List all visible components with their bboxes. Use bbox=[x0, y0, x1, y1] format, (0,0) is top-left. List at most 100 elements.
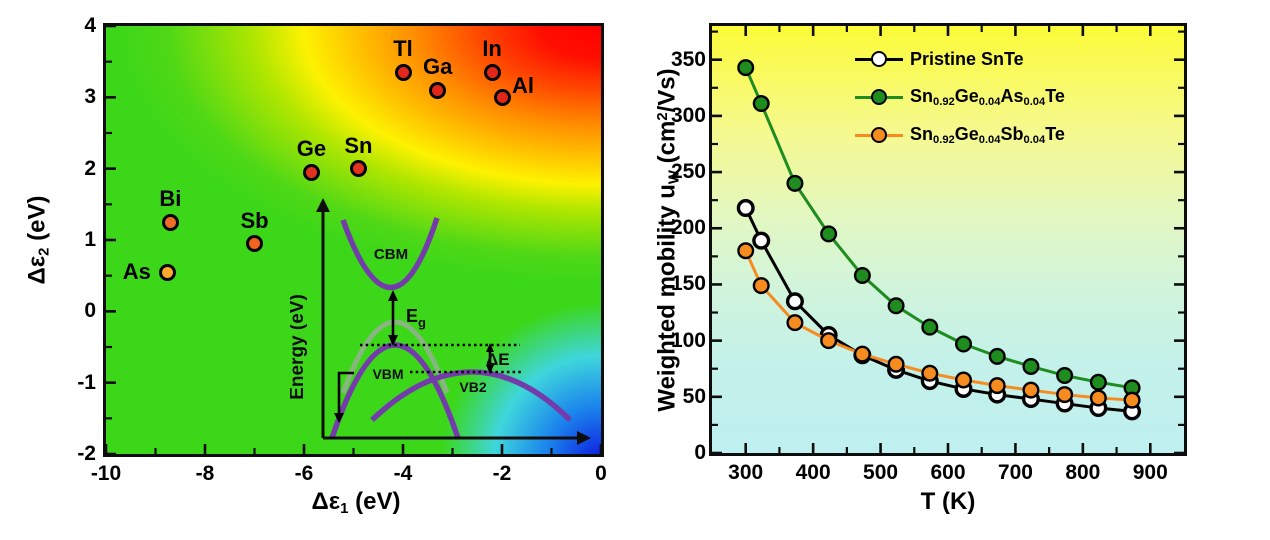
bracket-arrowhead-down-icon bbox=[334, 413, 344, 423]
dopant-point-al bbox=[493, 88, 511, 106]
right-y-tick-label: 150 bbox=[670, 272, 706, 296]
series-marker-1 bbox=[752, 95, 770, 113]
left-y-axis-label: Δε2 (eV) bbox=[23, 195, 53, 285]
legend-entry-1: Sn0.92Ge0.04As0.04Te bbox=[855, 78, 1065, 116]
series-marker-2 bbox=[1022, 381, 1040, 399]
inset-y-axis-arrowhead-icon bbox=[316, 198, 330, 212]
mobility-chart-canvas bbox=[712, 26, 1184, 453]
series-marker-2 bbox=[921, 364, 939, 382]
series-line-0 bbox=[744, 207, 1133, 413]
left-y-tick-label: -2 bbox=[77, 442, 96, 465]
series-marker-2 bbox=[752, 277, 770, 295]
left-x-tick-label: 0 bbox=[595, 462, 607, 485]
vbm-reference-bracket bbox=[337, 371, 354, 416]
dopant-points-layer: As Bi Sb Ge Sn Tl Ga In Al bbox=[106, 26, 601, 454]
series-marker-0 bbox=[752, 231, 771, 250]
series-marker-1 bbox=[988, 347, 1006, 365]
legend-label-2: Sn0.92Ge0.04Sb0.04Te bbox=[910, 123, 1065, 147]
legend-marker-0 bbox=[855, 49, 903, 69]
legend-marker-1 bbox=[855, 87, 903, 107]
right-plot-area: Pristine SnTe Sn0.92Ge0.04As0.04Te Sn0.92G… bbox=[709, 23, 1187, 456]
left-plot-area: Energy (eV) CBM Eg VBM VB2 ΔE As Bi Sb Ge Sn… bbox=[103, 23, 604, 457]
series-marker-1 bbox=[1022, 357, 1040, 375]
dopant-label-ge: Ge bbox=[296, 136, 327, 162]
legend-label-1: Sn0.92Ge0.04As0.04Te bbox=[910, 85, 1065, 109]
series-marker-2 bbox=[887, 355, 905, 373]
legend-dot-icon-2 bbox=[871, 127, 887, 143]
dopant-point-ge bbox=[302, 163, 320, 181]
dopant-label-bi: Bi bbox=[159, 186, 182, 212]
dopant-point-bi bbox=[161, 213, 179, 231]
dopant-point-sn bbox=[349, 160, 367, 178]
right-x-tick-label: 900 bbox=[1132, 461, 1168, 484]
series-marker-1 bbox=[786, 174, 804, 192]
dopant-label-sn: Sn bbox=[344, 132, 373, 158]
left-y-tick-label: 2 bbox=[84, 156, 96, 180]
valence-band-vbm-curve bbox=[329, 342, 461, 439]
right-y-tick-label: 250 bbox=[670, 160, 706, 184]
conduction-band-curve bbox=[340, 217, 440, 291]
delta-e-label: ΔE bbox=[486, 350, 510, 369]
series-marker-2 bbox=[1089, 389, 1107, 407]
right-x-tick-label: 500 bbox=[863, 461, 899, 484]
right-y-tick-label: 0 bbox=[694, 441, 706, 464]
cbm-label: CBM bbox=[374, 246, 408, 263]
series-marker-1 bbox=[1056, 366, 1074, 384]
left-y-tick-label: 0 bbox=[84, 299, 96, 323]
legend-marker-2 bbox=[855, 125, 903, 145]
vb2-label: VB2 bbox=[459, 379, 486, 395]
series-marker-2 bbox=[1056, 386, 1074, 404]
dopant-point-as bbox=[159, 263, 177, 281]
series-marker-1 bbox=[737, 59, 755, 77]
left-y-tick-label: -1 bbox=[77, 370, 96, 394]
dopant-label-sb: Sb bbox=[240, 207, 269, 233]
right-y-tick-label: 200 bbox=[670, 216, 706, 240]
series-marker-1 bbox=[1089, 373, 1107, 391]
series-marker-2 bbox=[820, 332, 838, 350]
series-marker-1 bbox=[887, 297, 905, 315]
left-y-tick-label: 1 bbox=[84, 228, 96, 251]
delta-e-arrowhead-up-icon bbox=[486, 343, 494, 352]
left-x-axis-label: Δε1 (eV) bbox=[311, 488, 401, 518]
series-marker-1 bbox=[921, 318, 939, 336]
right-x-tick-label: 400 bbox=[795, 461, 831, 484]
light-hole-band-curve bbox=[340, 319, 450, 394]
legend-entry-2: Sn0.92Ge0.04Sb0.04Te bbox=[855, 116, 1065, 154]
series-marker-2 bbox=[786, 314, 804, 332]
series-marker-2 bbox=[955, 371, 973, 389]
vbm-label: VBM bbox=[372, 366, 403, 382]
dopant-label-ga: Ga bbox=[422, 54, 453, 80]
dopant-label-tl: Tl bbox=[393, 36, 413, 62]
dopant-point-in bbox=[483, 63, 501, 81]
band-gap-arrowhead-up-icon bbox=[388, 290, 398, 301]
dopant-label-in: In bbox=[482, 36, 502, 62]
right-x-tick-label: 600 bbox=[930, 461, 966, 484]
series-marker-1 bbox=[820, 225, 838, 243]
right-y-tick-label: 50 bbox=[682, 384, 706, 408]
dopant-point-tl bbox=[394, 63, 412, 81]
left-axes-ticks bbox=[106, 26, 601, 454]
series-marker-0 bbox=[736, 199, 755, 218]
dopant-label-as: As bbox=[122, 259, 151, 285]
band-gap-label: Eg bbox=[406, 306, 426, 330]
valence-band-vb2-curve bbox=[370, 369, 572, 422]
right-y-tick-label: 300 bbox=[670, 103, 706, 127]
left-x-tick-label: -10 bbox=[90, 462, 122, 485]
left-x-tick-label: -4 bbox=[393, 462, 413, 485]
series-marker-2 bbox=[853, 345, 871, 363]
delta-e-arrowhead-down-icon bbox=[486, 365, 494, 374]
legend-dot-icon-1 bbox=[871, 89, 887, 105]
left-y-tick-label: 4 bbox=[84, 14, 96, 37]
series-marker-2 bbox=[737, 242, 755, 260]
series-marker-2 bbox=[988, 377, 1006, 395]
series-marker-2 bbox=[1123, 391, 1141, 409]
band-structure-inset: Energy (eV) CBM Eg VBM VB2 ΔE bbox=[290, 198, 591, 445]
left-x-tick-label: -6 bbox=[294, 462, 314, 485]
legend-entry-0: Pristine SnTe bbox=[855, 40, 1065, 78]
dopant-point-ga bbox=[429, 81, 447, 99]
right-x-tick-label: 700 bbox=[997, 461, 1033, 484]
legend-label-0: Pristine SnTe bbox=[910, 48, 1024, 69]
series-marker-1 bbox=[955, 335, 973, 353]
legend: Pristine SnTe Sn0.92Ge0.04As0.04Te Sn0.92G… bbox=[855, 40, 1065, 154]
